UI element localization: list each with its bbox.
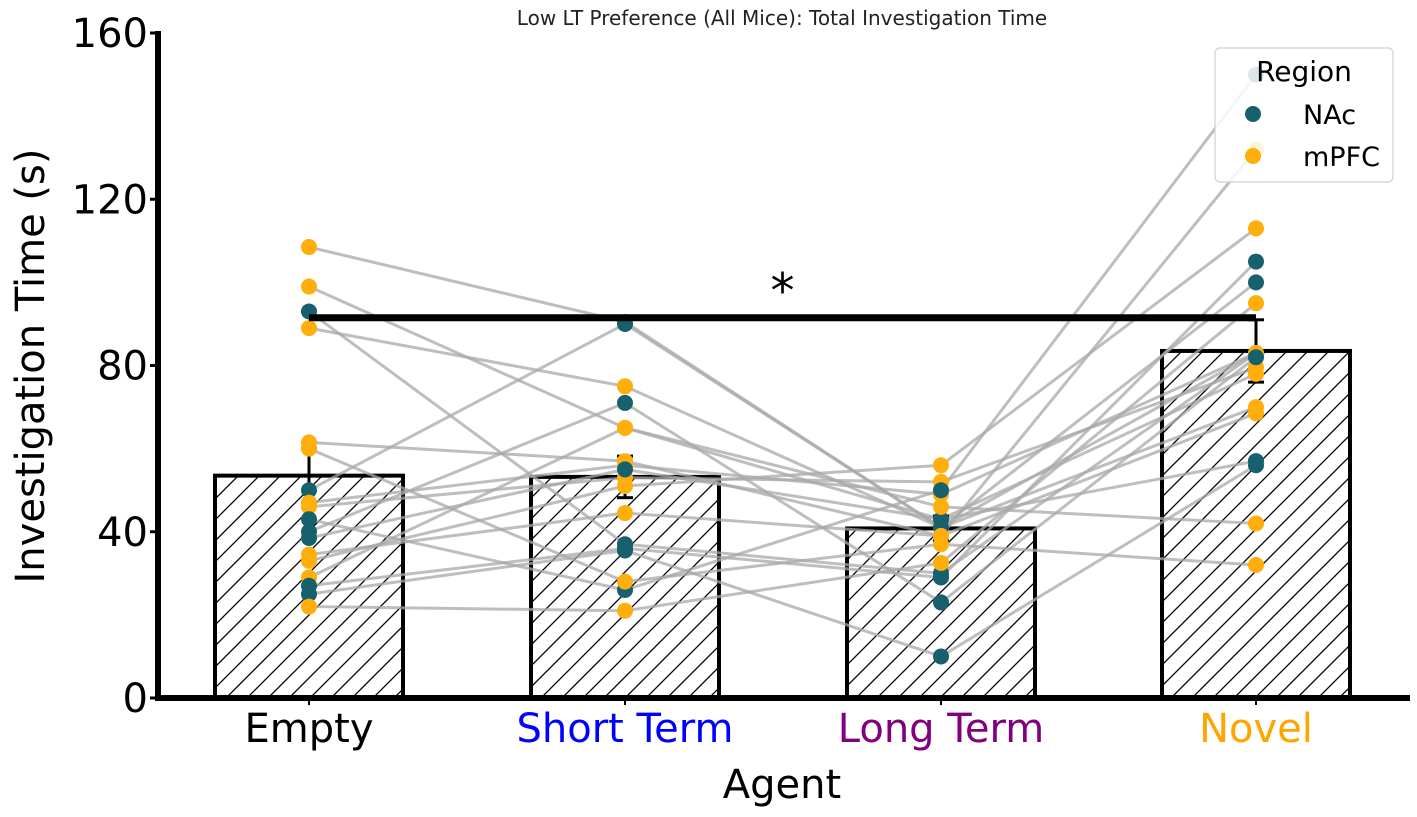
y-tick-label: 120 [72,177,148,223]
point-nac [933,482,949,499]
x-tick-label: Empty [245,706,374,752]
y-tick-label: 0 [123,676,148,722]
y-axis-ticks: 0 40 80 120 160 [72,11,158,722]
mouse-line [308,73,1258,592]
point-mpfc [617,505,633,522]
point-nac [1248,457,1264,474]
mouse-line [308,281,1257,530]
point-nac [933,648,949,665]
point-nac [301,529,317,546]
bar-long-term [845,526,1037,700]
significance-annotation: * [309,264,1256,322]
x-tick-label: Novel [1199,706,1313,752]
point-nac [617,461,633,478]
point-mpfc [1248,515,1264,532]
legend-label-nac: NAc [1303,100,1356,131]
mouse-line [308,366,1257,509]
point-nac [933,511,949,528]
point-mpfc [1248,220,1264,237]
point-nac [301,482,317,499]
mouse-line [308,227,1257,563]
chart-title: Low LT Preference (All Mice): Total Inve… [517,6,1047,30]
point-mpfc [617,602,633,619]
point-mpfc [301,278,317,295]
mouse-line [308,447,1257,584]
point-mpfc [617,378,633,395]
legend-marker-mpfc [1245,148,1261,164]
mouse-line [308,463,1257,659]
point-mpfc [933,498,949,515]
point-mpfc [617,478,633,495]
mouse-lines [308,73,1258,659]
mouse-line [308,310,1257,575]
point-mpfc [1248,295,1264,312]
axes [155,31,1410,701]
significance-star: * [771,264,795,320]
y-tick-label: 80 [97,344,148,390]
point-nac [301,586,317,603]
point-nac [1248,274,1264,291]
point-mpfc [301,598,317,615]
point-mpfc [933,554,949,571]
x-tick-label: Long Term [838,706,1044,752]
mouse-line [308,148,1258,538]
legend-marker-nac [1245,106,1261,122]
point-mpfc [1248,405,1264,422]
legend-title: Region [1256,55,1352,88]
y-axis-label: Investigation Time (s) [8,149,54,584]
mouse-line [308,356,1257,605]
point-nac [617,394,633,411]
legend: Region NAc mPFC [1214,47,1394,183]
legend-box [1214,47,1394,183]
point-mpfc [933,536,949,553]
point-nac [933,594,949,611]
x-tick-label: Short Term [516,706,733,752]
point-nac [617,542,633,559]
bars [213,348,1352,701]
y-tick-label: 40 [97,510,148,556]
point-nac [301,511,317,528]
legend-label-mpfc: mPFC [1303,142,1380,173]
point-mpfc [617,573,633,590]
point-mpfc [301,239,317,256]
x-axis-label: Agent [723,762,841,808]
y-tick-label: 160 [72,11,148,57]
point-mpfc [933,457,949,474]
point-nac [933,569,949,586]
point-mpfc [301,552,317,569]
mouse-line [308,301,1257,613]
point-nac [1248,253,1264,270]
mouse-line [308,426,1257,579]
point-nac [1248,349,1264,366]
mouse-line [308,411,1257,557]
mouse-points [301,66,1264,665]
point-mpfc [617,419,633,436]
point-mpfc [1248,557,1264,573]
point-mpfc [301,440,317,457]
point-mpfc [301,498,317,515]
point-mpfc [301,320,317,337]
x-axis-ticks: Empty Short Term Long Term Novel [245,698,1313,752]
mouse-line [308,326,1257,530]
